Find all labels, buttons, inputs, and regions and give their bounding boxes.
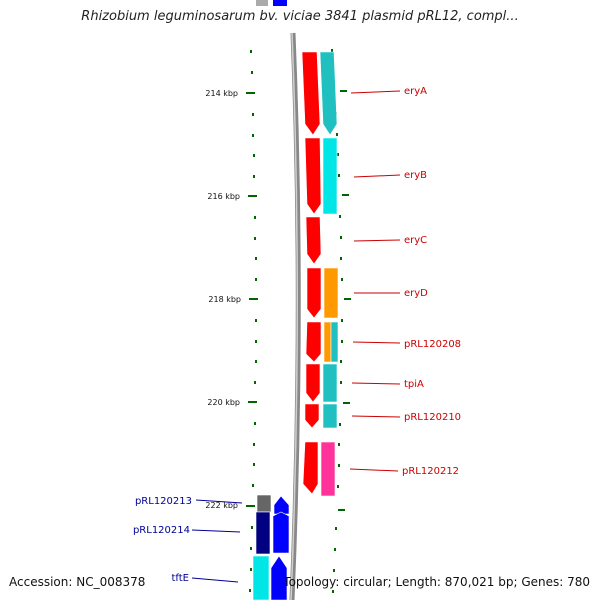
gene-label-eryC[interactable]: eryC [404, 235, 427, 246]
leader-pRL120212 [349, 468, 399, 472]
cog-block-pRL120208-b [330, 321, 339, 363]
gene-arrow-eryD[interactable] [306, 267, 322, 319]
gene-label-eryD[interactable]: eryD [404, 288, 428, 299]
gene-label-tpiA[interactable]: tpiA [404, 379, 424, 390]
cog-block-pRL120212 [320, 441, 336, 497]
label-leaders [191, 90, 401, 583]
topology-summary-text: Topology: circular; Length: 870,021 bp; … [283, 575, 590, 589]
gene-arrow-pRL120214[interactable] [272, 511, 290, 554]
backbone-ring [289, 32, 301, 600]
gene-label-pRL120214[interactable]: pRL120214 [133, 525, 190, 536]
leader-eryB [353, 174, 401, 178]
inner-scale-ticks [246, 50, 258, 592]
reverse-strand-features [252, 494, 290, 600]
cog-block-pRL120213 [256, 494, 272, 513]
gene-arrow-tpiA[interactable] [305, 363, 321, 403]
gene-label-eryB[interactable]: eryB [404, 170, 427, 181]
cog-block-eryD [323, 267, 339, 319]
backbone-ring-highlight [290, 32, 299, 600]
leader-pRL120210 [351, 415, 401, 418]
cog-column-forward [319, 51, 339, 497]
scale-label-220: 220 kbp [207, 398, 240, 407]
gene-arrow-pRL120210[interactable] [304, 403, 320, 429]
cog-block-eryA [319, 51, 338, 136]
forward-strand-features [301, 51, 322, 495]
gene-label-pRL120210[interactable]: pRL120210 [404, 412, 461, 423]
scale-label-216: 216 kbp [207, 192, 240, 201]
feature-partial-blue [273, 0, 287, 6]
leader-pRL120208 [352, 341, 401, 344]
gene-arrow-pRL120208[interactable] [305, 321, 322, 363]
scale-label-218: 218 kbp [208, 295, 241, 304]
cog-block-pRL120208-a [323, 321, 332, 363]
leader-pRL120213 [195, 499, 243, 504]
gene-arrow-eryA[interactable] [301, 51, 321, 136]
gene-arrow-pRL120213[interactable] [273, 495, 290, 515]
outer-scale-ticks [331, 49, 351, 593]
gene-label-pRL120208[interactable]: pRL120208 [404, 339, 461, 350]
cog-block-tpiA [322, 363, 338, 403]
gene-arrow-pRL120212[interactable] [302, 441, 319, 495]
scale-label-222: 222 kbp [205, 501, 238, 510]
leader-pRL120214 [191, 529, 241, 533]
gene-arrow-eryC[interactable] [305, 216, 322, 265]
cog-block-pRL120214 [255, 511, 271, 555]
cog-block-eryB [322, 137, 338, 215]
gene-arrow-tftE[interactable] [270, 555, 288, 600]
scale-label-214: 214 kbp [205, 89, 238, 98]
leader-eryA [350, 90, 401, 94]
gene-arrow-eryB[interactable] [304, 137, 322, 215]
gene-label-eryA[interactable]: eryA [404, 86, 427, 97]
gene-label-pRL120212[interactable]: pRL120212 [402, 466, 459, 477]
cog-block-pRL120210 [322, 403, 338, 429]
gene-label-tftE[interactable]: tftE [171, 573, 189, 584]
feature-partial-grey [256, 0, 268, 6]
gene-label-pRL120213[interactable]: pRL120213 [135, 496, 192, 507]
leader-tftE [191, 577, 239, 583]
map-title: Rhizobium leguminosarum bv. viciae 3841 … [81, 9, 519, 24]
leader-tpiA [351, 382, 401, 385]
leader-eryC [353, 239, 401, 242]
cog-block-tftE [252, 555, 270, 600]
accession-text: Accession: NC_008378 [9, 575, 146, 589]
